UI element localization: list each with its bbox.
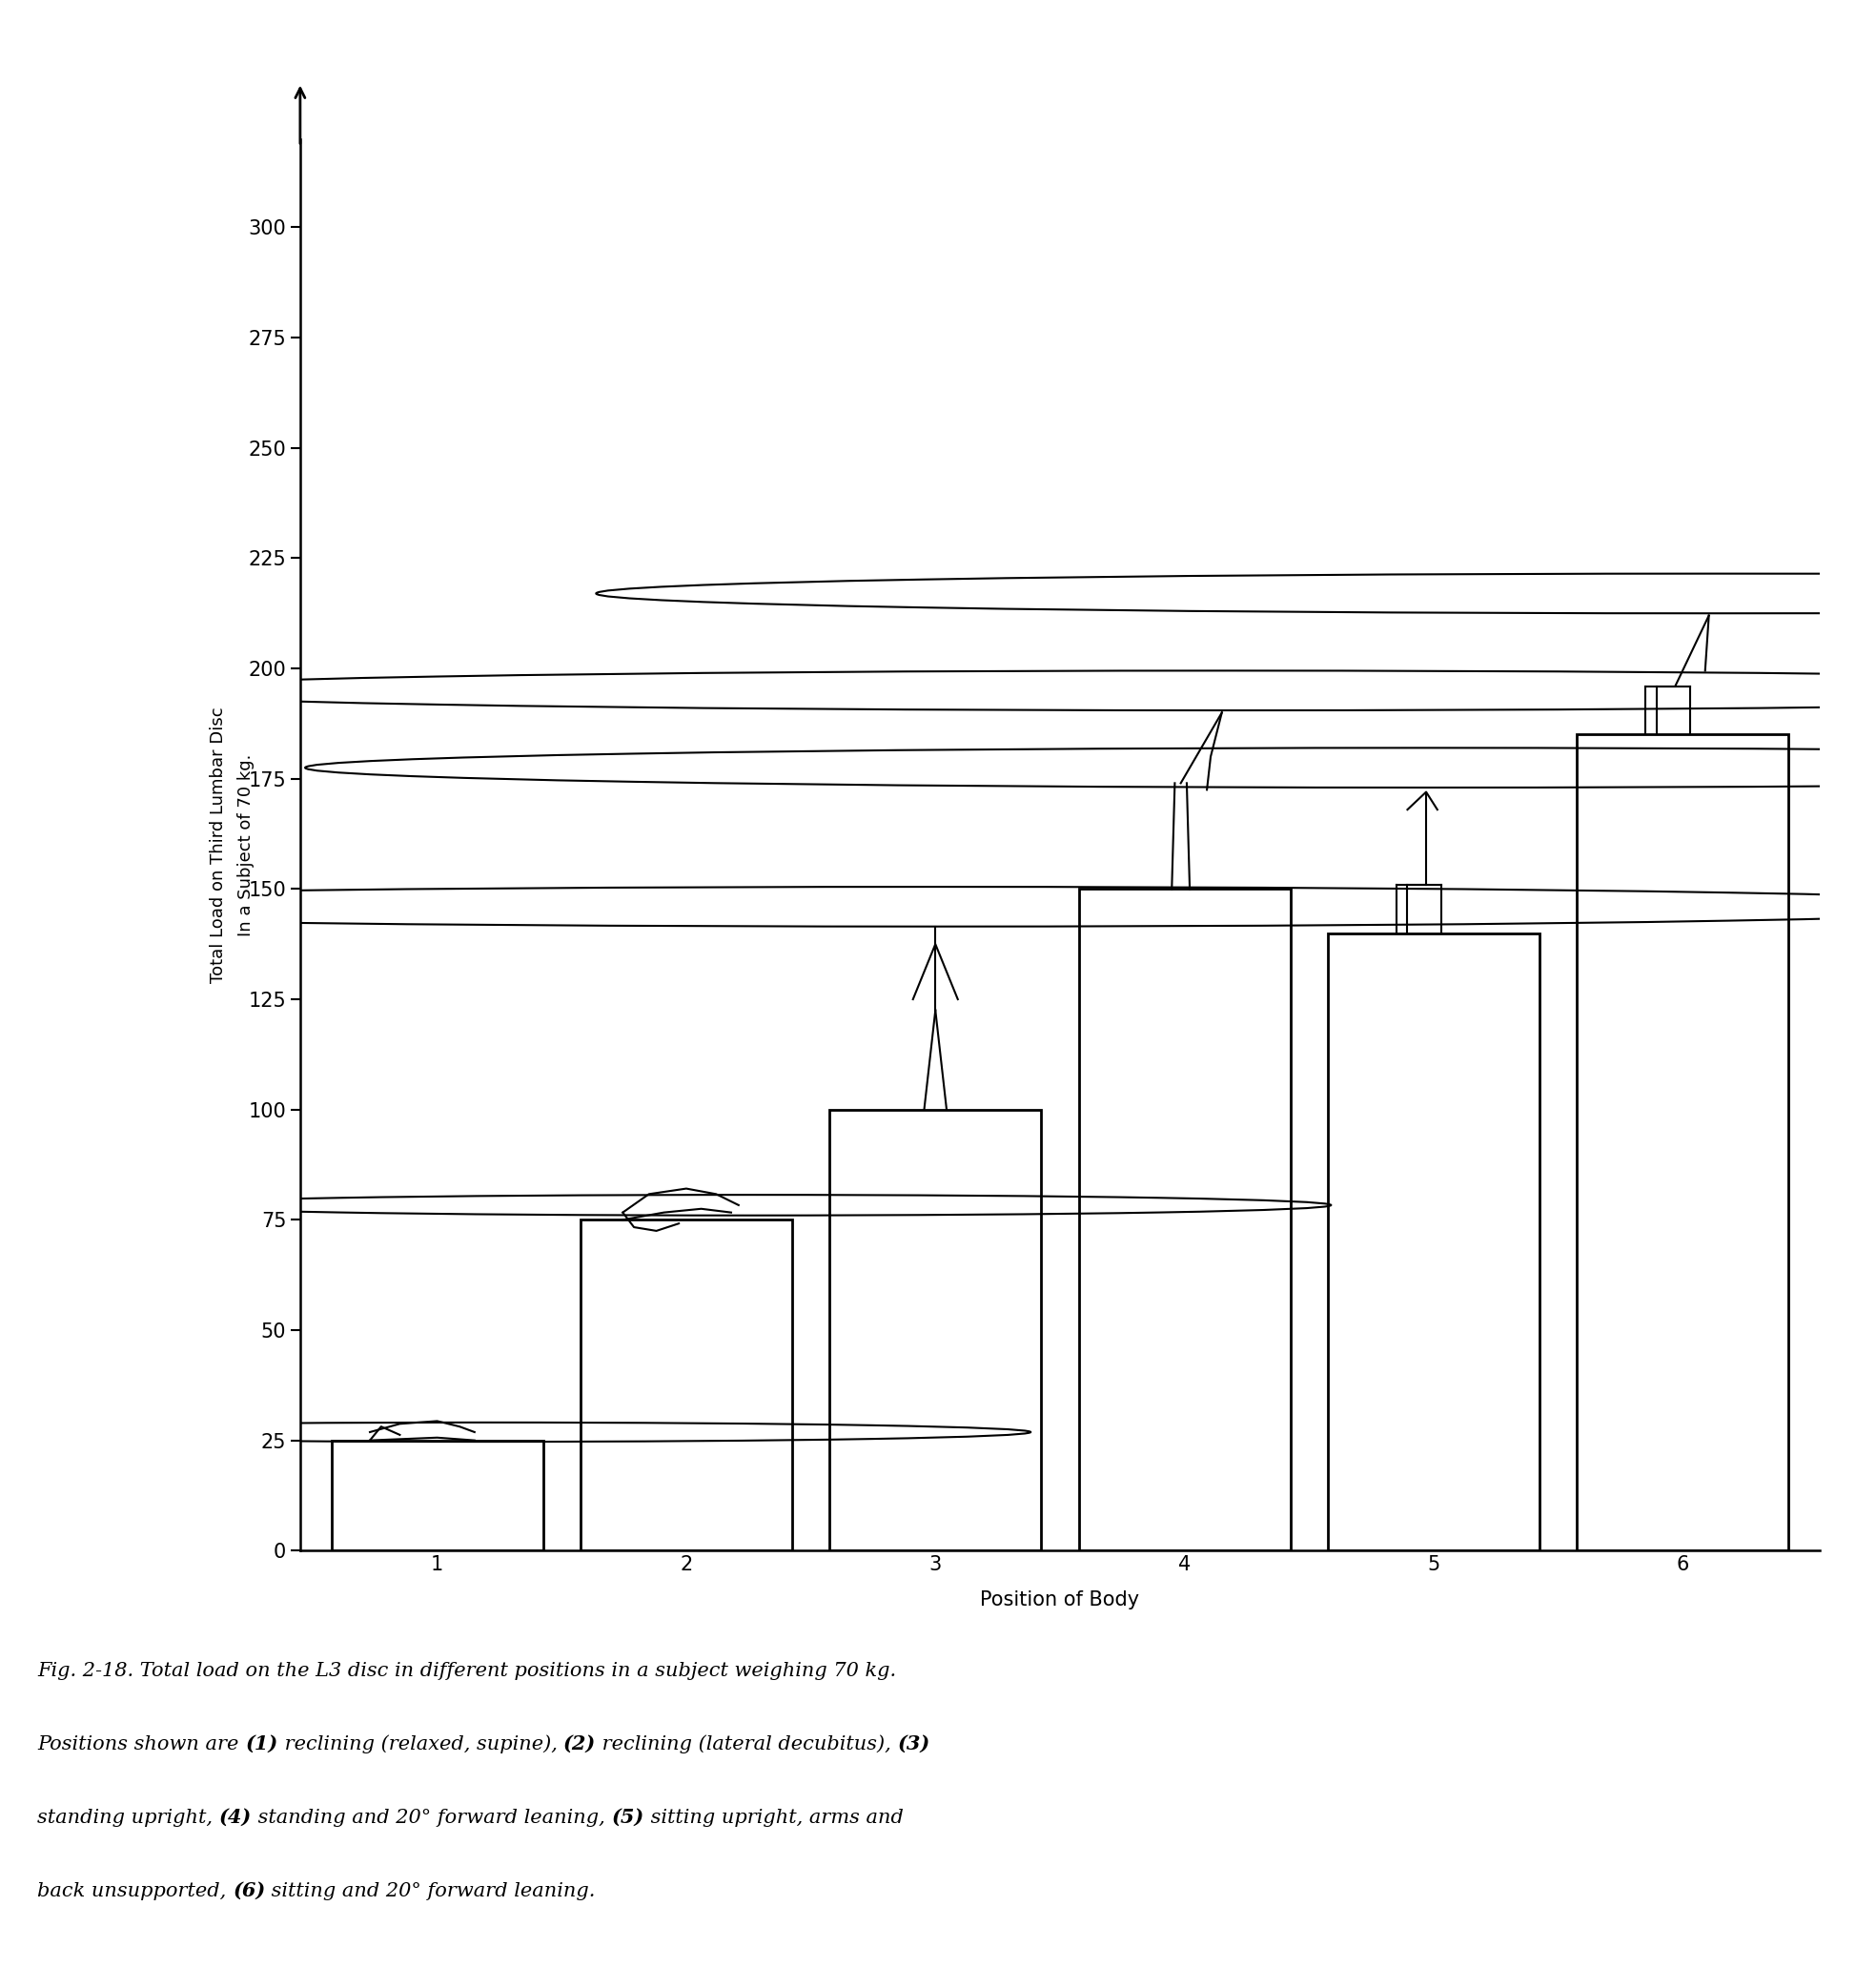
Text: (5): (5) (612, 1807, 643, 1827)
Text: sitting upright, arms and: sitting upright, arms and (643, 1809, 904, 1827)
Text: standing upright,: standing upright, (38, 1809, 219, 1827)
Text: reclining (lateral decubitus),: reclining (lateral decubitus), (597, 1736, 899, 1753)
Text: sitting and 20° forward leaning.: sitting and 20° forward leaning. (266, 1883, 597, 1901)
Bar (1328, 932, 1540, 1551)
X-axis label: Position of Body: Position of Body (981, 1590, 1139, 1610)
Text: (1): (1) (246, 1734, 278, 1753)
Text: standing and 20° forward leaning,: standing and 20° forward leaning, (251, 1809, 612, 1827)
Text: (2): (2) (563, 1734, 597, 1753)
Text: Positions shown are: Positions shown are (38, 1736, 246, 1753)
Bar (1079, 889, 1291, 1551)
Text: reclining (relaxed, supine),: reclining (relaxed, supine), (278, 1736, 563, 1753)
Bar (580, 1221, 792, 1551)
Bar (829, 1109, 1041, 1551)
Bar (1578, 736, 1788, 1551)
Text: Fig. 2-18. Total load on the L3 disc in different positions in a subject weighin: Fig. 2-18. Total load on the L3 disc in … (38, 1662, 897, 1680)
Text: (6): (6) (233, 1881, 266, 1901)
Text: back unsupported,: back unsupported, (38, 1883, 233, 1901)
Y-axis label: Total Load on Third Lumbar Disc
In a Subject of 70 kg.: Total Load on Third Lumbar Disc In a Sub… (210, 708, 255, 982)
Text: (4): (4) (219, 1807, 251, 1827)
Text: (3): (3) (899, 1734, 930, 1753)
Bar (332, 1441, 542, 1551)
